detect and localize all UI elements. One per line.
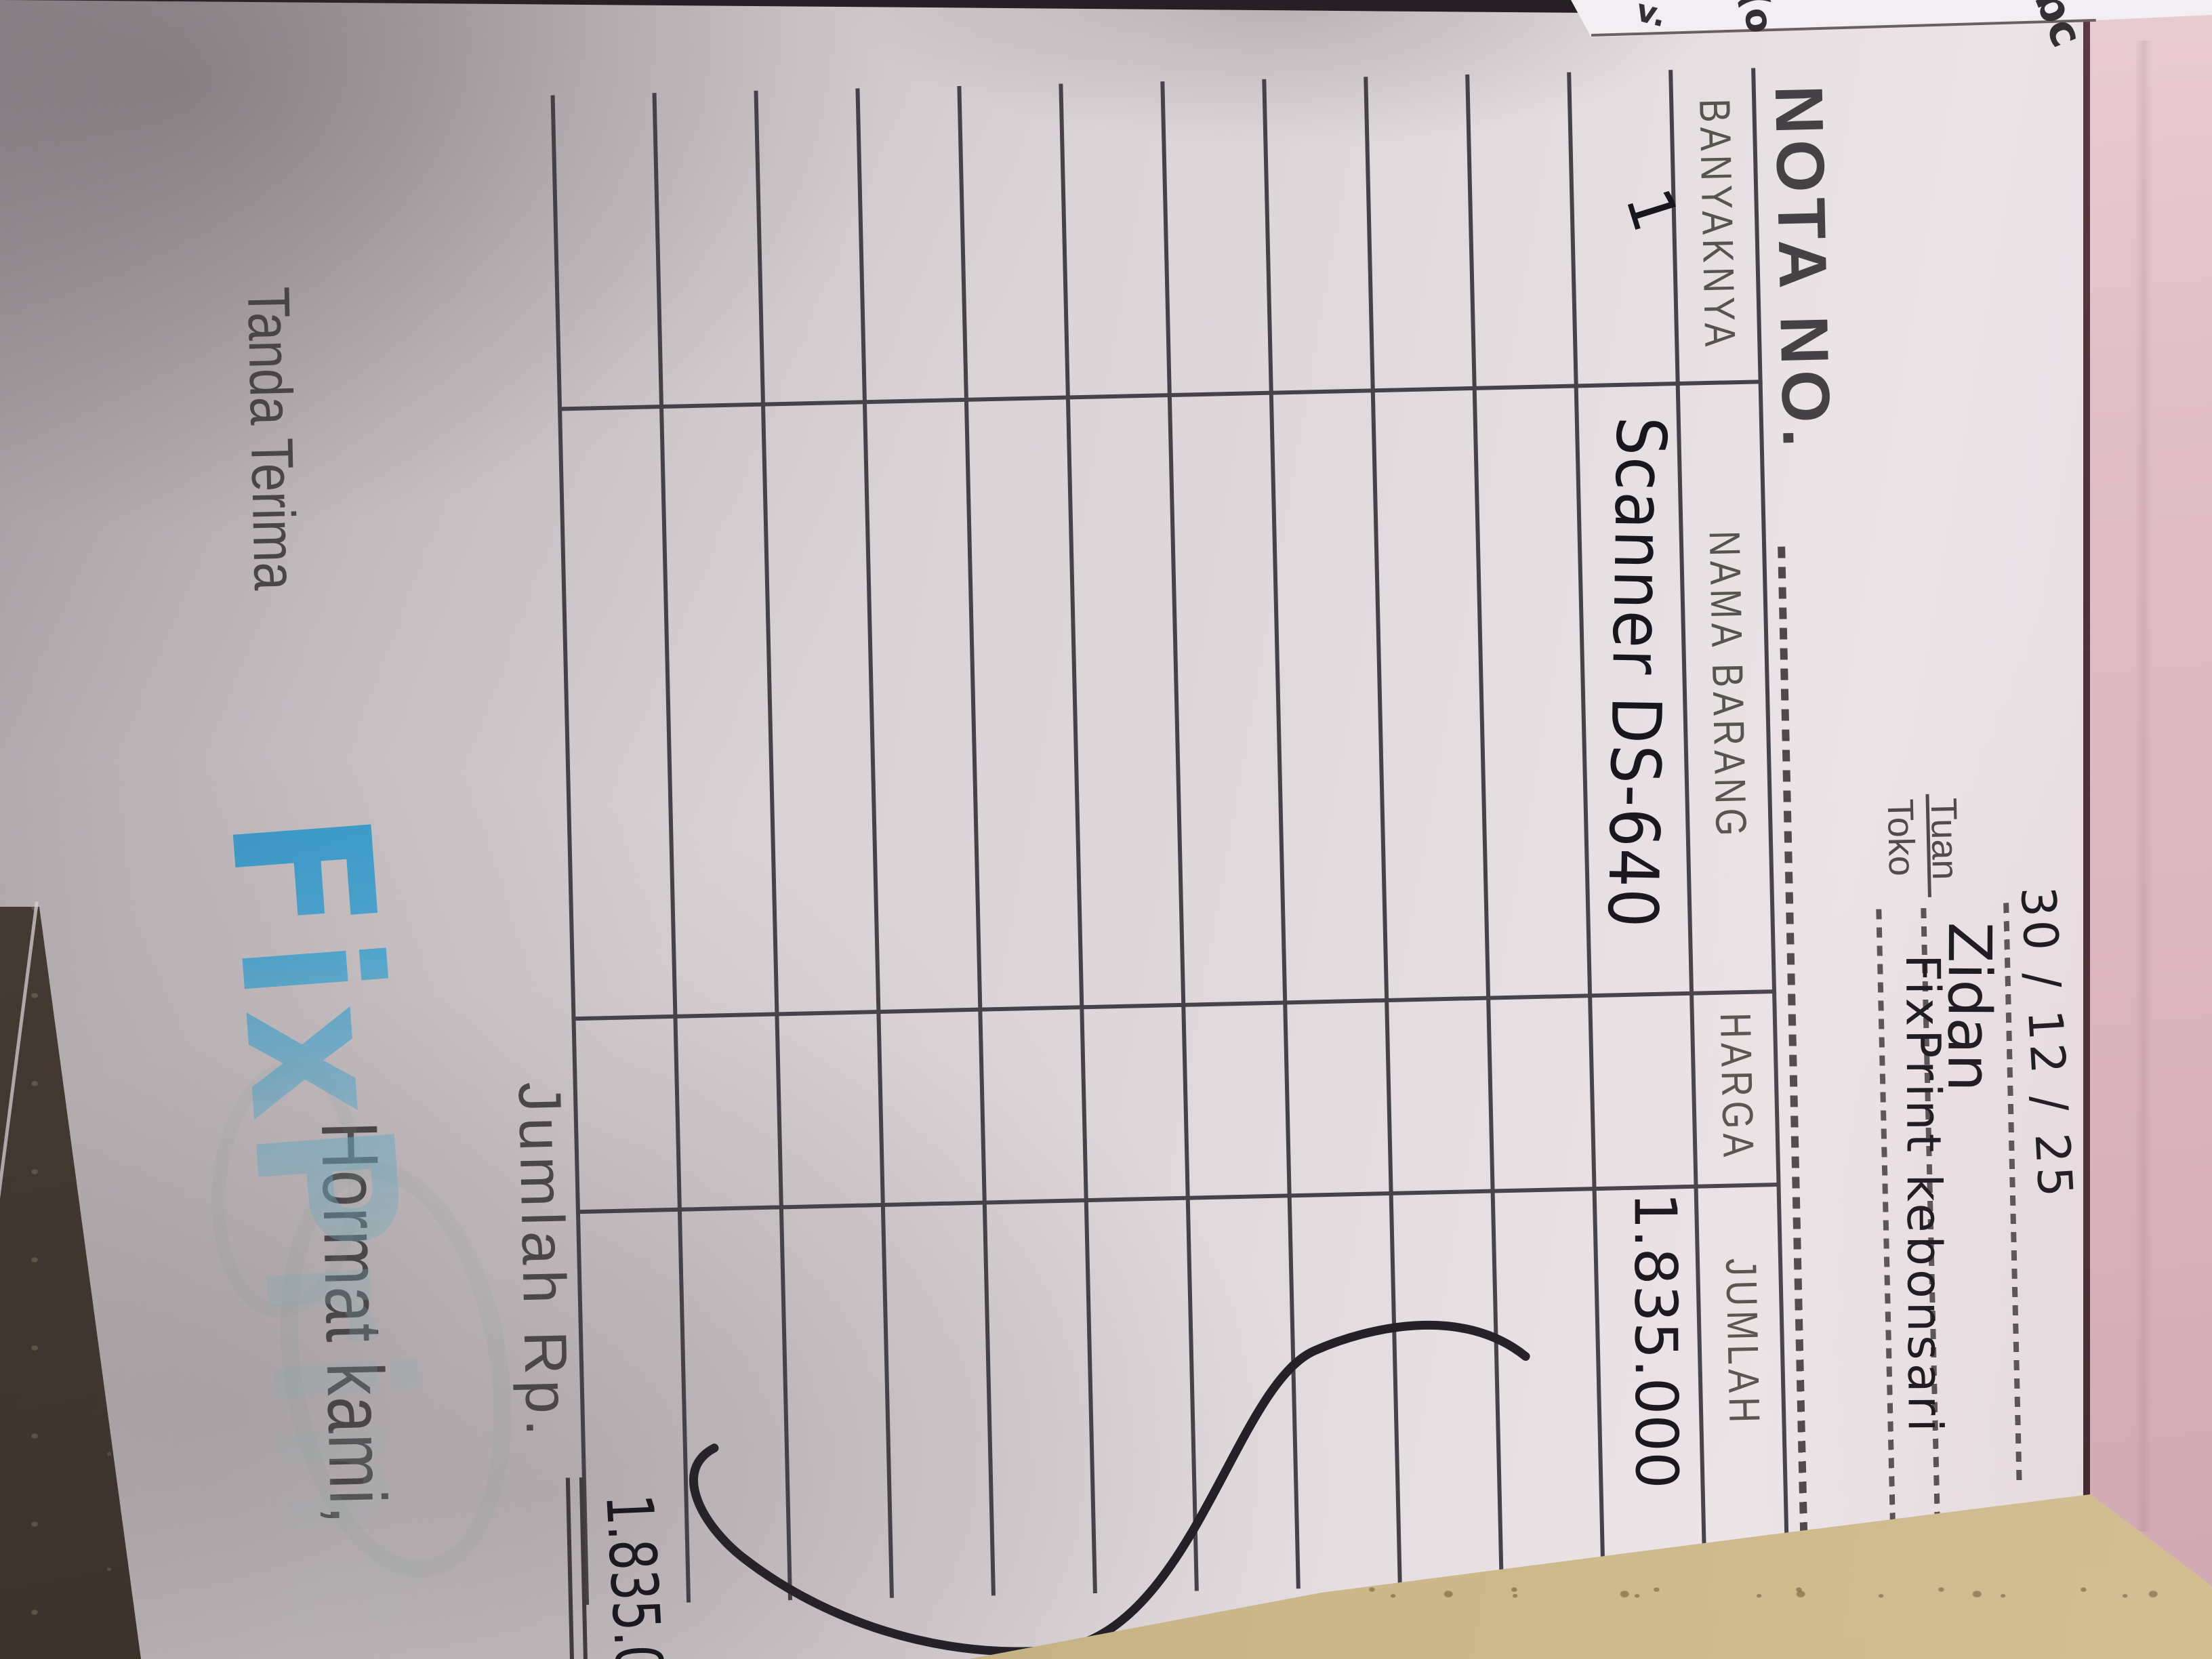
pink-sheet-crease [2135,41,2152,1532]
receipt-top-edge [2083,15,2090,1498]
total-label: Jumlah Rp. [506,1081,582,1442]
tanda-terima-label: Tanda Terima [234,286,310,591]
total-value-handwriting: 1.835.000 [591,1492,680,1659]
